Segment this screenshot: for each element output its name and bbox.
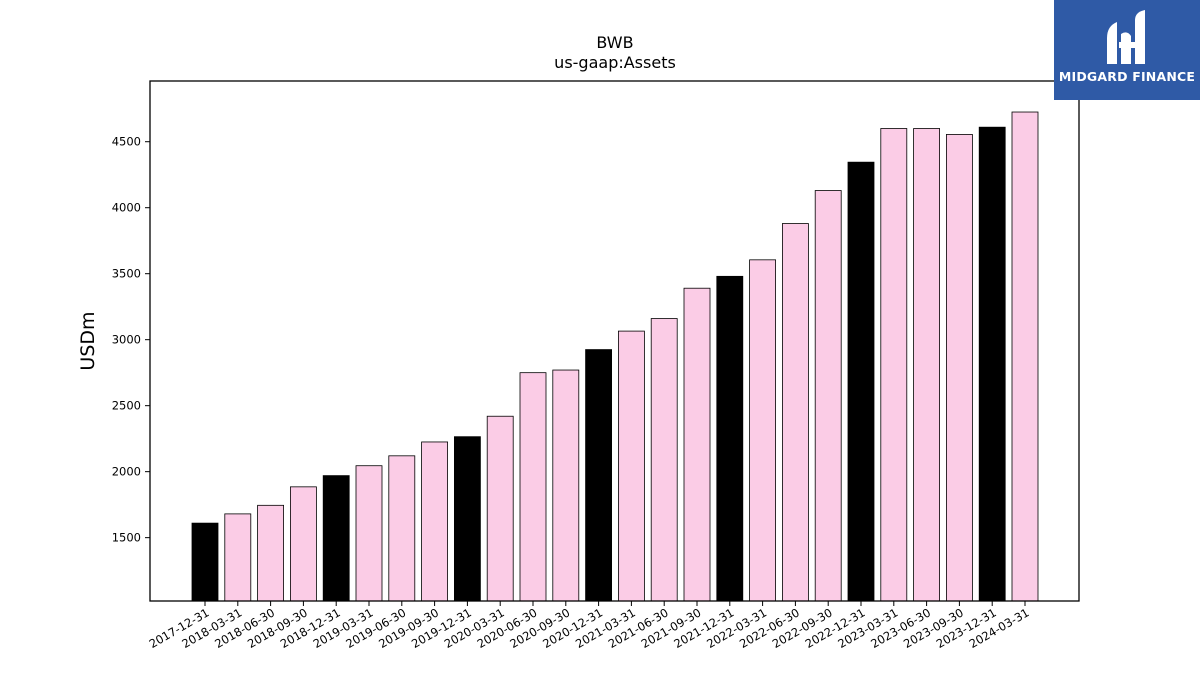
logo-text: MIDGARD FINANCE [1058, 69, 1196, 84]
bar-2022-12-31 [847, 161, 875, 602]
bar-2020-03-31 [486, 415, 514, 602]
y-tick-label: 2000 [112, 465, 141, 479]
bar-2018-12-31 [322, 475, 350, 602]
chart-subtitle: us-gaap:Assets [554, 53, 676, 72]
y-tick-label: 4000 [112, 201, 141, 215]
bar-2020-12-31 [585, 349, 612, 602]
bar-2022-06-30 [782, 223, 809, 602]
chart-title: BWB [596, 33, 633, 52]
bar-2023-09-30 [946, 134, 973, 602]
bar-2019-12-31 [453, 436, 481, 602]
y-tick-label: 4500 [112, 135, 141, 149]
bar-2020-09-30 [552, 369, 580, 602]
bar-2021-03-31 [618, 330, 645, 602]
bar-2018-06-30 [257, 504, 285, 602]
bar-2023-06-30 [913, 128, 940, 602]
plot-frame [149, 80, 1080, 602]
bar-2018-09-30 [289, 486, 317, 602]
bar-2017-12-31 [191, 522, 219, 602]
y-tick-label: 1500 [112, 531, 141, 545]
bar-2021-06-30 [650, 318, 678, 602]
bar-2023-03-31 [880, 128, 908, 602]
y-tick-label: 3000 [112, 333, 141, 347]
bar-2023-12-31 [978, 126, 1006, 602]
midgard-logo-icon [1107, 10, 1145, 64]
bar-2018-03-31 [224, 513, 252, 602]
bar-2021-12-31 [716, 275, 744, 602]
midgard-finance-logo: MIDGARD FINANCE [1054, 0, 1200, 100]
bars-group [191, 111, 1039, 602]
bar-2019-06-30 [388, 455, 416, 602]
bar-2021-09-30 [683, 287, 711, 602]
bar-2019-03-31 [355, 465, 383, 602]
y-axis-label: USDm [77, 311, 99, 370]
bar-2019-09-30 [421, 441, 449, 602]
y-ticks-group: 1500 2000 2500 3000 3500 4000 4500 [112, 135, 150, 545]
bar-2022-03-31 [749, 259, 776, 602]
bar-2020-06-30 [519, 372, 547, 602]
y-tick-label: 2500 [112, 399, 141, 413]
x-ticks-group: 2017-12-312018-03-312018-06-302018-09-30… [147, 601, 1032, 651]
bar-2022-09-30 [814, 190, 842, 602]
bar-2024-03-31 [1011, 111, 1039, 602]
y-tick-label: 3500 [112, 267, 141, 281]
